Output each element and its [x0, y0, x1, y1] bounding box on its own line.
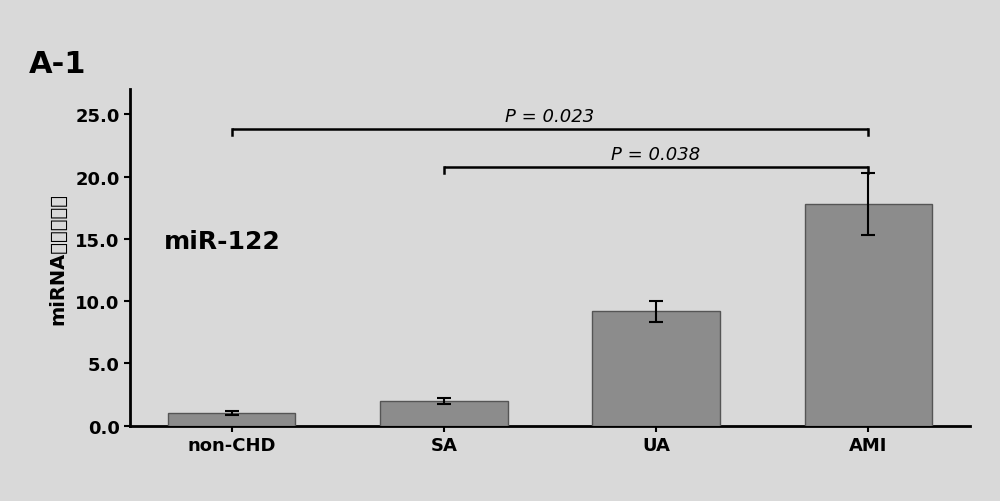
Text: P = 0.023: P = 0.023	[505, 108, 595, 126]
Bar	[592, 312, 720, 426]
Bar	[380, 401, 508, 426]
Bar	[168, 413, 295, 426]
Y-axis label: miRNA相对表达量: miRNA相对表达量	[48, 192, 67, 324]
Text: P = 0.038: P = 0.038	[611, 146, 701, 163]
Text: A-1: A-1	[29, 50, 87, 79]
Bar	[805, 204, 932, 426]
Text: miR-122: miR-122	[164, 229, 280, 253]
